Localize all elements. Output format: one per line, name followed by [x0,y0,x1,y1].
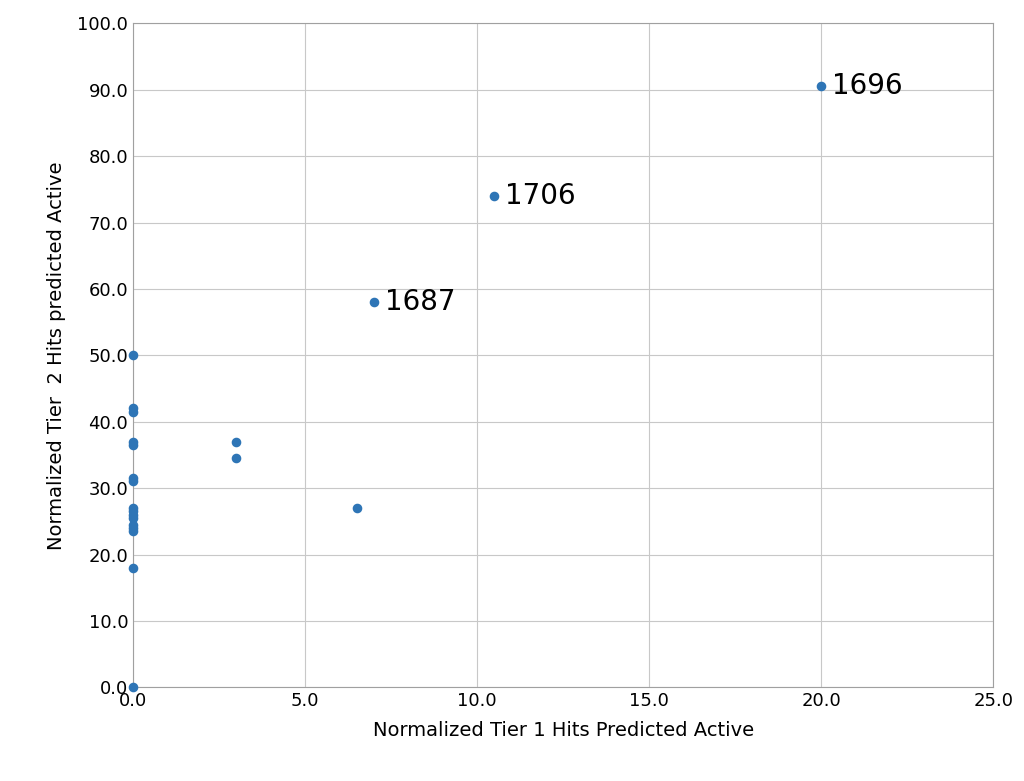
Point [125,512,141,524]
Point [125,349,141,362]
Point [125,475,141,487]
Point [125,525,141,537]
Text: 1687: 1687 [385,288,456,316]
Point [366,296,382,308]
Y-axis label: Normalized Tier  2 Hits predicted Active: Normalized Tier 2 Hits predicted Active [47,161,67,550]
Point [348,502,365,515]
Point [228,452,245,465]
Point [125,402,141,415]
Text: 1706: 1706 [506,182,577,210]
Point [125,562,141,574]
Point [228,436,245,448]
Point [125,522,141,534]
Point [125,519,141,531]
Point [486,190,503,202]
X-axis label: Normalized Tier 1 Hits Predicted Active: Normalized Tier 1 Hits Predicted Active [373,721,754,740]
Point [125,405,141,418]
Point [813,80,829,93]
Point [125,436,141,448]
Point [125,505,141,518]
Point [125,508,141,521]
Point [125,502,141,515]
Point [125,439,141,451]
Point [125,681,141,694]
Point [125,472,141,484]
Text: 1696: 1696 [833,73,903,101]
